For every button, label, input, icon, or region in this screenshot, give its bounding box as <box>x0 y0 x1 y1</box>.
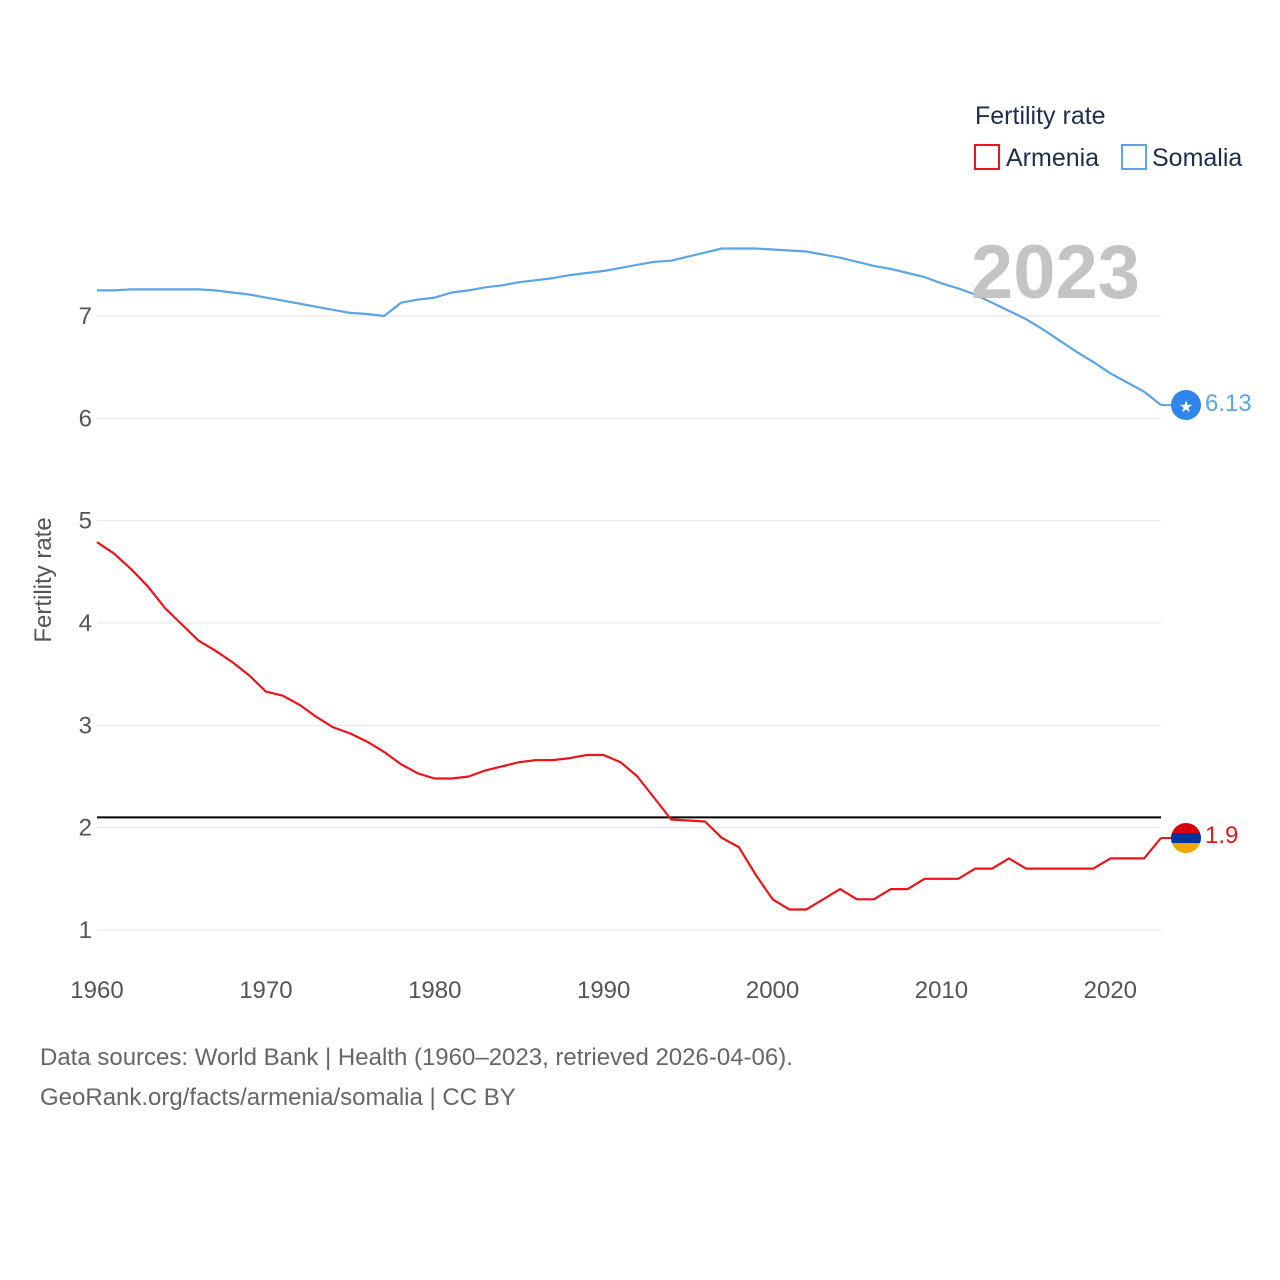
somalia-flag-icon <box>1171 390 1201 420</box>
legend: Fertility rate Armenia Somalia <box>974 102 1242 172</box>
x-tick-label-1960: 1960 <box>70 977 123 1004</box>
y-tick-label-7: 7 <box>79 303 92 330</box>
y-tick-label-4: 4 <box>79 610 92 637</box>
x-tick-label-1990: 1990 <box>577 977 630 1004</box>
x-tick-label-1980: 1980 <box>408 977 461 1004</box>
legend-item-armenia[interactable]: Armenia <box>974 144 1099 172</box>
footer-attribution: GeoRank.org/facts/armenia/somalia | CC B… <box>40 1084 516 1111</box>
armenia-flag-icon <box>1171 823 1201 853</box>
gridlines <box>97 315 1161 931</box>
somalia-end-value: 6.13 <box>1205 390 1252 417</box>
x-tick-label-2000: 2000 <box>746 977 799 1004</box>
y-axis-ticks: 1 2 3 4 5 6 7 <box>79 303 92 944</box>
current-year-label: 2023 <box>971 230 1140 315</box>
x-tick-label-1970: 1970 <box>239 977 292 1004</box>
y-tick-label-2: 2 <box>79 815 92 842</box>
x-axis-ticks: 1960 1970 1980 1990 2000 2010 2020 <box>70 977 1137 1004</box>
x-tick-label-2010: 2010 <box>915 977 968 1004</box>
armenia-end-value: 1.9 <box>1205 822 1238 849</box>
series-line-armenia <box>96 541 1162 911</box>
somalia-flag-star-icon: ★ <box>1179 397 1193 416</box>
x-tick-label-2020: 2020 <box>1084 977 1137 1004</box>
y-tick-label-5: 5 <box>79 508 92 535</box>
y-tick-label-3: 3 <box>79 712 92 739</box>
y-tick-label-6: 6 <box>79 405 92 432</box>
legend-swatch-armenia <box>974 144 1000 170</box>
armenia-end-marker: 1.9 <box>1161 822 1238 853</box>
somalia-end-marker: ★ 6.13 <box>1161 390 1252 420</box>
legend-label-somalia: Somalia <box>1152 144 1242 172</box>
y-axis-label: Fertility rate <box>30 517 57 642</box>
legend-swatch-somalia <box>1121 144 1147 170</box>
legend-title: Fertility rate <box>975 102 1106 130</box>
series-lines <box>96 247 1162 911</box>
y-tick-label-1: 1 <box>79 917 92 944</box>
legend-item-somalia[interactable]: Somalia <box>1121 144 1242 172</box>
footer-sources: Data sources: World Bank | Health (1960–… <box>40 1044 793 1071</box>
series-line-somalia <box>97 247 1162 406</box>
legend-label-armenia: Armenia <box>1006 144 1099 172</box>
